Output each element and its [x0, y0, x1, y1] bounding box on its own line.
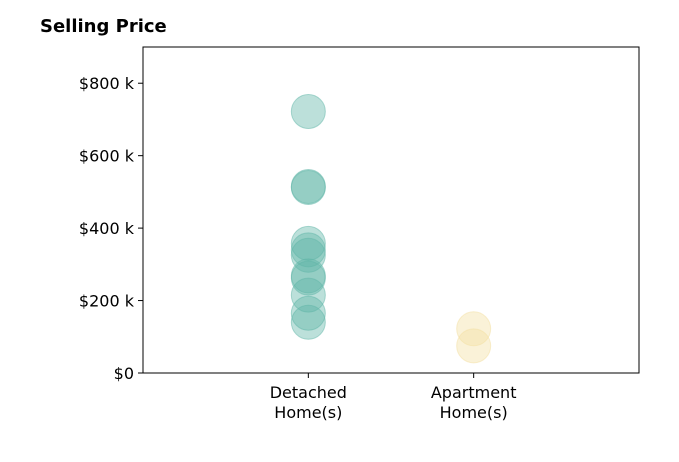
data-point [290, 304, 326, 340]
y-tick-label: $600 k [79, 147, 135, 166]
data-point [290, 295, 326, 331]
y-tick-label: $400 k [79, 219, 135, 238]
y-tick-label: $200 k [79, 292, 135, 311]
data-point [290, 232, 326, 268]
data-point [456, 328, 492, 364]
x-tick-label: Apartment [431, 383, 517, 402]
chart-title: Selling Price [40, 16, 167, 37]
x-tick-label: Home(s) [440, 403, 508, 422]
plot-frame [142, 46, 640, 374]
data-point [290, 93, 326, 129]
x-tick-label: Detached [270, 383, 347, 402]
data-point [290, 170, 326, 206]
y-tick-label: $800 k [79, 74, 135, 93]
y-tick-label: $0 [114, 364, 134, 383]
x-tick-label: Home(s) [274, 403, 342, 422]
data-point [290, 277, 326, 313]
